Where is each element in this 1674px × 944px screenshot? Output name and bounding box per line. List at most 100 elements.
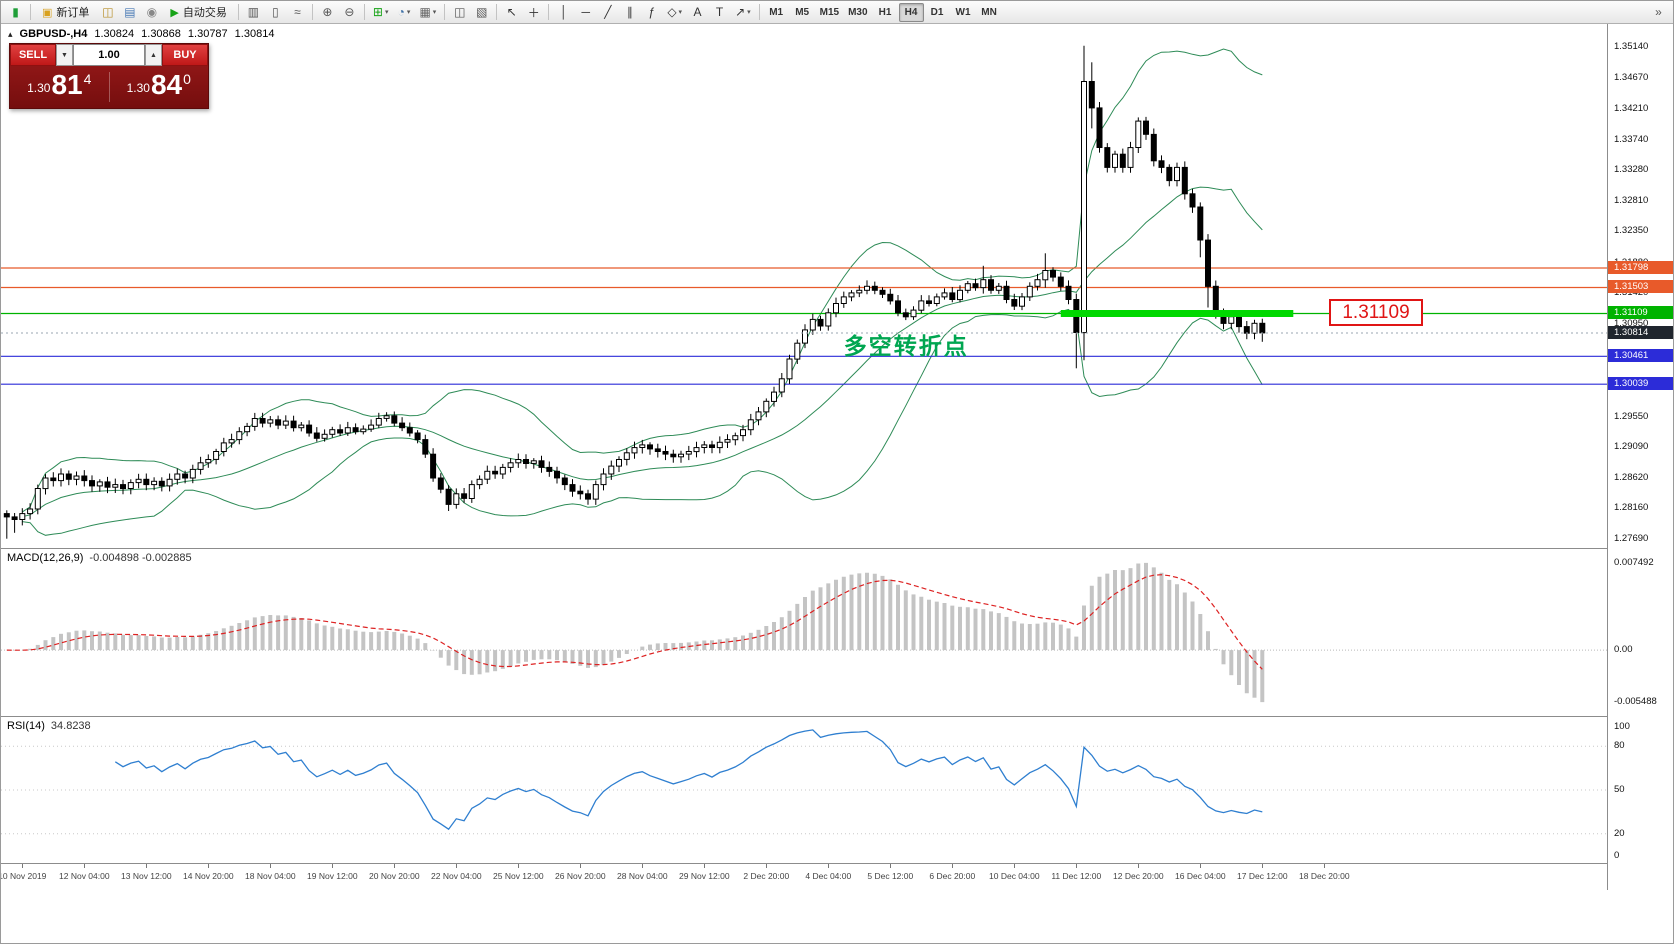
time-label: 22 Nov 04:00 (431, 871, 482, 881)
price-line-label: 1.31503 (1608, 280, 1673, 294)
time-label: 4 Dec 04:00 (805, 871, 852, 881)
toolbar-separator (496, 4, 498, 20)
rsi-scale-tick: 0 (1614, 850, 1620, 861)
buy-price[interactable]: 1.30 84 0 (110, 71, 209, 103)
price-line-label: 1.31798 (1608, 260, 1673, 274)
templates-button-glyph: ▦ (419, 5, 431, 19)
tile-windows-icon[interactable]: ◫ (449, 3, 470, 22)
text-label-icon-glyph: T (715, 5, 724, 19)
time-label: 13 Nov 12:00 (121, 871, 172, 881)
profiles-icon[interactable]: ▤ (119, 3, 140, 22)
sell-price[interactable]: 1.30 81 4 (10, 71, 109, 103)
zoom-in-icon[interactable]: ⊕ (317, 3, 338, 22)
price-divider (108, 72, 110, 102)
tf-h1[interactable]: H1 (878, 6, 892, 18)
time-tick (1076, 864, 1078, 868)
panel-divider[interactable] (1, 863, 1673, 864)
panel-divider[interactable] (1, 716, 1673, 717)
time-tick (208, 864, 210, 868)
candlestick-chart-icon[interactable]: ▯ (265, 3, 286, 22)
time-tick (84, 864, 86, 868)
price-tick: 1.29090 (1614, 440, 1649, 452)
arrows-icon-dropdown-icon: ▾ (747, 9, 751, 16)
profiles-icon-glyph: ▤ (124, 5, 136, 19)
zoom-out-icon[interactable]: ⊖ (339, 3, 360, 22)
time-label: 16 Dec 04:00 (1175, 871, 1226, 881)
rsi-value: 34.8238 (50, 720, 91, 732)
time-label: 18 Nov 04:00 (245, 871, 296, 881)
text-icon[interactable]: A (687, 3, 708, 22)
macd-panel[interactable] (1, 549, 1607, 716)
tf-m30[interactable]: M30 (848, 6, 868, 18)
toolbar-separator (548, 4, 550, 20)
templates-button[interactable]: ▦ ▾ (415, 3, 440, 22)
trendline-icon[interactable]: ╱ (597, 3, 618, 22)
buy-button[interactable]: BUY (162, 44, 208, 66)
new-order-button[interactable]: ▣ 新订单 (35, 3, 96, 22)
fibonacci-icon-glyph: ƒ (648, 5, 656, 19)
volume-increase-button[interactable]: ▲ (145, 44, 162, 66)
sell-price-prefix: 1.30 (27, 81, 51, 95)
time-tick (1138, 864, 1140, 868)
alerts-icon[interactable]: ◉ (141, 3, 162, 22)
time-label: 19 Nov 12:00 (307, 871, 358, 881)
shapes-icon[interactable]: ◇ ▾ (663, 3, 686, 22)
rsi-panel[interactable] (1, 717, 1607, 863)
text-label-icon[interactable]: T (709, 3, 730, 22)
chart-collapse-icon[interactable]: ▴ (8, 28, 13, 39)
bar-chart-icon[interactable]: ▥ (243, 3, 264, 22)
crosshair-icon-glyph: ＋ (527, 5, 540, 20)
volume-input[interactable] (73, 44, 145, 66)
time-label: 28 Nov 04:00 (617, 871, 668, 881)
main-chart[interactable] (1, 24, 1607, 548)
crosshair-icon[interactable]: ＋ (523, 3, 544, 22)
cascade-windows-icon-glyph: ▧ (476, 5, 488, 19)
one-click-trade-panel: SELL ▼ ▲ BUY 1.30 81 4 1.30 84 0 (9, 43, 209, 109)
sell-price-point: 4 (83, 71, 92, 87)
price-axis[interactable]: 1.35140 1.34670 1.34210 1.33740 1.33280 1.328… (1607, 24, 1673, 890)
time-axis[interactable]: 10 Nov 2019 12 Nov 04:00 13 Nov 12:00 14 No… (1, 864, 1607, 890)
tf-m1[interactable]: M1 (769, 6, 784, 18)
vertical-line-icon[interactable]: │ (553, 3, 574, 22)
time-tick (952, 864, 954, 868)
templates-button-dropdown-icon: ▾ (432, 9, 437, 16)
tf-w1[interactable]: W1 (955, 6, 971, 18)
rsi-scale-tick: 50 (1614, 784, 1625, 795)
panel-divider[interactable] (1, 548, 1673, 549)
time-tick (332, 864, 334, 868)
tf-m5[interactable]: M5 (795, 6, 810, 18)
arrows-icon[interactable]: ↗ ▾ (731, 3, 755, 22)
fibonacci-icon[interactable]: ƒ (641, 3, 662, 22)
line-chart-icon[interactable]: ≈ (287, 3, 308, 22)
cursor-icon[interactable]: ↖ (501, 3, 522, 22)
periods-button[interactable]: ◔ ▾ (393, 3, 414, 22)
indicators-button[interactable]: ⊞ ▾ (369, 3, 393, 22)
toolbar-overflow-icon[interactable]: » (1648, 3, 1669, 22)
price-tick: 1.35140 (1614, 41, 1649, 53)
turning-point-annotation[interactable]: 多空转折点 (843, 333, 969, 360)
trendline-icon-glyph: ╱ (604, 5, 612, 19)
volume-decrease-button[interactable]: ▼ (56, 44, 73, 66)
cascade-windows-icon[interactable]: ▧ (471, 3, 492, 22)
price-tick: 1.27690 (1614, 533, 1649, 545)
tf-m15[interactable]: M15 (819, 6, 840, 18)
price-tick: 1.33280 (1614, 164, 1649, 176)
time-label: 11 Dec 12:00 (1051, 871, 1102, 881)
tf-h4[interactable]: H4 (898, 2, 924, 22)
buy-price-pips: 84 (150, 69, 183, 100)
time-tick (518, 864, 520, 868)
time-label: 29 Nov 12:00 (679, 871, 730, 881)
charts-window-icon[interactable]: ◫ (97, 3, 118, 22)
tf-d1[interactable]: D1 (930, 6, 944, 18)
autotrading-button[interactable]: ▶ 自动交易 (163, 3, 233, 22)
price-tick: 1.32350 (1614, 225, 1649, 237)
sell-button[interactable]: SELL (10, 44, 56, 66)
time-tick (456, 864, 458, 868)
price-callout-label[interactable]: 1.31109 (1329, 299, 1423, 327)
horizontal-line-icon-glyph: ─ (581, 5, 591, 19)
tf-mn[interactable]: MN (981, 6, 997, 18)
price-tick: 1.29550 (1614, 410, 1649, 422)
time-tick (1014, 864, 1016, 868)
channel-icon[interactable]: ∥ (619, 3, 640, 22)
horizontal-line-icon[interactable]: ─ (575, 3, 596, 22)
